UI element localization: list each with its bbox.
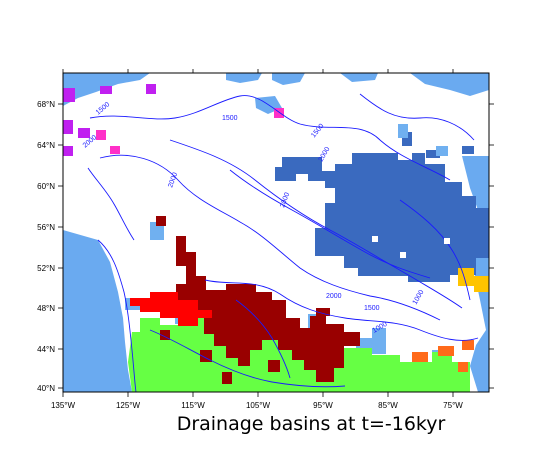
contour-pacific-coast (97, 239, 137, 392)
basin-red (130, 292, 212, 326)
x-tick-label: 95°W (313, 401, 333, 410)
arctic-island-2 (272, 73, 305, 85)
x-tick-label: 105°W (246, 401, 271, 410)
arctic-island-4 (410, 73, 489, 96)
contour-label: 1500 (222, 115, 238, 122)
y-tick-label: 44°N (37, 345, 55, 354)
y-tick-label: 40°N (37, 384, 55, 393)
contour-west-loop (87, 167, 135, 241)
arctic-ocean (63, 73, 150, 106)
contour-2500-core (229, 169, 431, 279)
contour-east-arc (399, 199, 471, 301)
hudson-basin (275, 153, 489, 282)
basin-purple (63, 84, 156, 156)
basin-pink (96, 108, 284, 154)
contour-1000-south (204, 279, 479, 341)
map-frame (62, 72, 490, 393)
arctic-island-1 (226, 73, 262, 83)
dark-red-basin-main (176, 236, 360, 382)
map-panel (63, 73, 489, 392)
contour-lines (87, 93, 479, 392)
y-tick-label: 68°N (37, 100, 55, 109)
y-tick-label: 48°N (37, 304, 55, 313)
axis-ticks (58, 69, 494, 397)
contour-south-loop (235, 299, 291, 379)
x-tick-label: 125°W (116, 401, 141, 410)
lake-patches (372, 236, 450, 258)
y-tick-label: 56°N (37, 223, 55, 232)
y-tick-label: 52°N (37, 264, 55, 273)
x-tick-label: 135°W (51, 401, 76, 410)
basin-royal-blue (275, 132, 489, 282)
y-tick-labels: 68°N 64°N 60°N 56°N 52°N 48°N 44°N 40°N (37, 100, 55, 393)
y-tick-label: 60°N (37, 182, 55, 191)
x-tick-labels: 135°W 125°W 115°W 105°W 95°W 85°W 75°W (51, 401, 463, 410)
y-tick-label: 64°N (37, 141, 55, 150)
x-tick-label: 115°W (181, 401, 205, 410)
yellow-basin (458, 268, 489, 292)
contour-gulf (149, 329, 346, 388)
contour-1500-north (89, 95, 451, 181)
contour-1500-east (359, 93, 475, 141)
pacific-ocean (63, 230, 132, 392)
basin-yellow (458, 268, 489, 292)
contour-2000-west (99, 154, 441, 321)
arctic-island-3 (340, 73, 378, 82)
contour-2000-inner (169, 139, 463, 309)
contour-label: 1500 (364, 305, 380, 312)
basin-orange (412, 340, 474, 372)
x-tick-label: 75°W (443, 401, 463, 410)
x-tick-label: 85°W (378, 401, 398, 410)
map-title: Drainage basins at t=-16kyr (177, 413, 446, 435)
contour-label: 2000 (167, 172, 179, 189)
contour-label: 2000 (326, 293, 342, 300)
red-basin-main (130, 292, 212, 326)
contour-label: 2000 (279, 192, 291, 209)
